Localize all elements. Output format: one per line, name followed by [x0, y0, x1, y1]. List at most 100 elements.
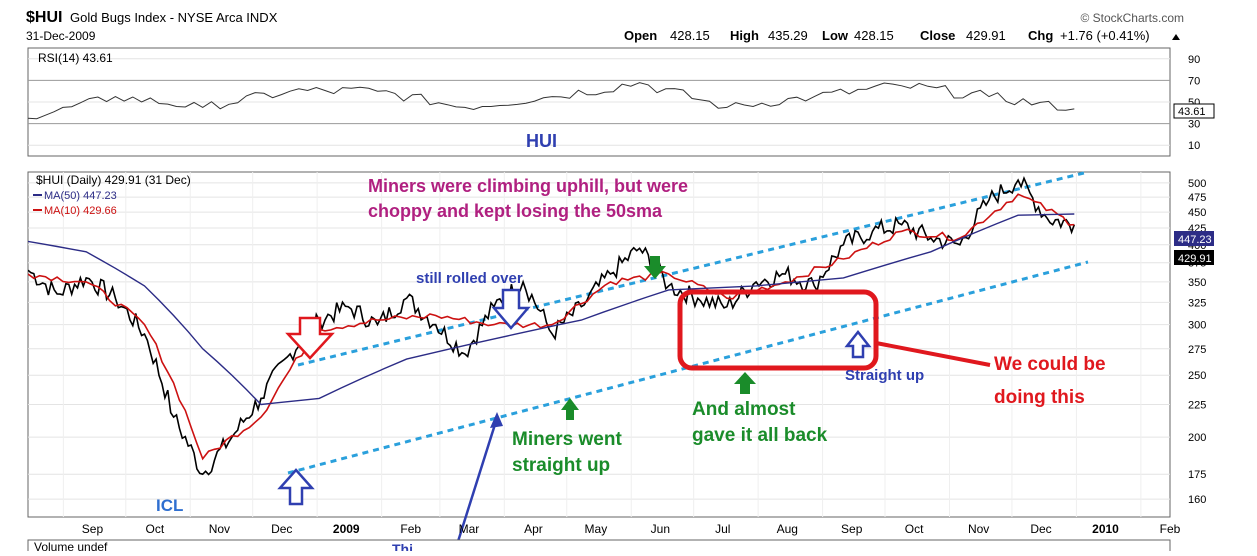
straight-up-annotation: Straight up — [845, 367, 924, 384]
red-down-arrow-icon — [285, 316, 335, 360]
consolidation-box — [677, 289, 879, 371]
could-be-line2: doing this — [994, 387, 1085, 408]
ma50-label: MA(50) 447.23 — [44, 190, 117, 202]
month-label: 2010 — [1092, 522, 1119, 536]
rsi-tick-label: 70 — [1188, 75, 1200, 87]
low-label: Low — [822, 28, 849, 43]
price-tick-label: 325 — [1188, 297, 1206, 309]
rolled-over-annotation: still rolled over — [416, 270, 523, 287]
month-label: Jun — [651, 522, 670, 536]
pointer-arrowhead-icon — [490, 412, 503, 428]
rsi-tick-label: 30 — [1188, 119, 1200, 131]
header-source: © StockCharts.com — [1080, 11, 1184, 25]
month-label: Mar — [459, 522, 480, 536]
month-label: Sep — [841, 522, 863, 536]
ma10-label: MA(10) 429.66 — [44, 205, 117, 217]
price-tick-label: 160 — [1188, 494, 1206, 506]
month-label: 2009 — [333, 522, 360, 536]
close-label: Close — [920, 28, 955, 43]
callout-line — [875, 341, 991, 367]
month-label: Apr — [524, 522, 543, 536]
blue-down-arrow-icon — [491, 288, 531, 330]
rsi-value-box-text: 43.61 — [1178, 106, 1206, 118]
month-label: Nov — [968, 522, 989, 536]
ma10-series — [28, 193, 1075, 461]
price-tick-label: 300 — [1188, 320, 1206, 332]
price-tick-label: 275 — [1188, 344, 1206, 356]
month-label: Oct — [905, 522, 924, 536]
open-value: 428.15 — [670, 28, 710, 43]
rsi-value-box — [1173, 103, 1215, 119]
rsi-grid — [28, 58, 1170, 146]
price-tick-label: 225 — [1188, 399, 1206, 411]
almost-line1: And almost — [692, 399, 796, 420]
rsi-tick-label: 10 — [1188, 140, 1200, 152]
month-label: Feb — [1160, 522, 1181, 536]
price-tick-label: 450 — [1188, 207, 1206, 219]
month-label: Sep — [82, 522, 104, 536]
miners-went-line1: Miners went — [512, 429, 622, 450]
price-grid — [28, 182, 1170, 500]
ma50-value-box — [1174, 231, 1214, 246]
hui-annotation: HUI — [526, 131, 557, 151]
month-label: Jul — [715, 522, 730, 536]
almost-line2: gave it all back — [692, 425, 828, 446]
bottom-cut-text: Thi — [392, 541, 413, 551]
channel-upper-line — [297, 170, 1089, 367]
green-up-arrow-icon-apr — [561, 398, 579, 420]
month-label: Oct — [146, 522, 165, 536]
climbing-annotation-line2: choppy and kept losing the 50sma — [368, 201, 663, 221]
low-value: 428.15 — [854, 28, 894, 43]
month-label: Nov — [209, 522, 230, 536]
chg-label: Chg — [1028, 28, 1053, 43]
close-value-box-text: 429.91 — [1178, 253, 1212, 265]
miners-went-line2: straight up — [512, 455, 610, 476]
month-label: Feb — [400, 522, 421, 536]
header-name: Gold Bugs Index - NYSE Arca INDX — [70, 10, 278, 25]
volume-label: Volume undef — [34, 540, 108, 551]
x-axis-labels: Sep Oct Nov Dec 2009 Feb Mar Apr May Jun Jul Aug Sep… — [82, 522, 1181, 536]
ohlc-summary: Open 428.15 High 435.29 Low 428.15 Close… — [624, 28, 1180, 43]
green-down-arrow-icon — [644, 256, 666, 279]
month-label: Dec — [271, 522, 292, 536]
ma50-series — [28, 213, 1075, 406]
close-value: 429.91 — [966, 28, 1006, 43]
price-tick-label: 175 — [1188, 469, 1206, 481]
header-date: 31-Dec-2009 — [26, 29, 96, 43]
price-tick-label: 475 — [1188, 192, 1206, 204]
price-panel — [27, 171, 1171, 518]
ma50-value-box-text: 447.23 — [1178, 234, 1212, 246]
price-tick-label: 500 — [1188, 178, 1206, 190]
price-tick-label: 250 — [1188, 370, 1206, 382]
rsi-line — [28, 82, 1075, 120]
rsi-label: RSI(14) 43.61 — [38, 51, 113, 65]
pointer-line — [453, 417, 499, 552]
close-value-box — [1174, 250, 1214, 265]
green-up-arrow-icon-jul — [734, 372, 756, 394]
price-tick-label: 350 — [1188, 277, 1206, 289]
could-be-line1: We could be — [994, 354, 1106, 375]
high-value: 435.29 — [768, 28, 808, 43]
month-label: Dec — [1030, 522, 1051, 536]
month-label: May — [585, 522, 608, 536]
header-symbol: $HUI — [26, 9, 62, 26]
climbing-annotation-line1: Miners were climbing uphill, but were — [368, 176, 688, 196]
volume-panel — [27, 539, 1171, 556]
rsi-tick-label: 90 — [1188, 54, 1200, 66]
chg-up-arrow-icon — [1172, 34, 1180, 40]
icl-annotation: ICL — [156, 496, 183, 515]
price-axis: 1601752002252502753003253503754004254504… — [1188, 178, 1206, 506]
chg-value: +1.76 (+0.41%) — [1060, 28, 1150, 43]
price-tick-label: 200 — [1188, 432, 1206, 444]
channel-lower-line — [287, 260, 1089, 475]
price-series — [28, 175, 1076, 476]
month-grid — [62, 172, 1142, 517]
price-label: $HUI (Daily) 429.91 (31 Dec) — [36, 173, 191, 187]
high-label: High — [730, 28, 759, 43]
open-label: Open — [624, 28, 657, 43]
blue-up-arrow-icon-sep — [844, 329, 872, 359]
blue-up-arrow-icon-dec — [277, 468, 315, 506]
